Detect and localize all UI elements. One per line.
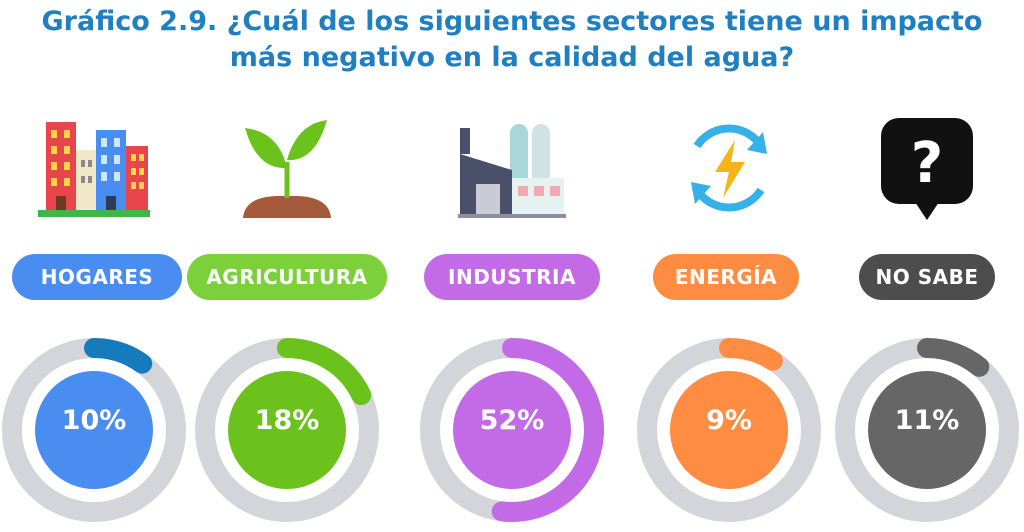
donut-center: [868, 371, 986, 489]
chart-title-line1: Gráfico 2.9. ¿Cuál de los siguientes sec…: [41, 6, 983, 37]
arc-agricultura: [277, 338, 372, 406]
value-agricultura: 18%: [254, 405, 320, 436]
arc-industria: [491, 338, 604, 522]
label-agricultura: AGRICULTURA: [187, 254, 387, 300]
value-energia: 9%: [706, 405, 752, 436]
sector-hogares: HOGARES 10%: [0, 0, 194, 532]
label-industria: INDUSTRIA: [424, 254, 600, 300]
donut-no-sabe: [835, 338, 1019, 522]
sector-agricultura: AGRICULTURA 18%: [187, 0, 387, 532]
donut-agricultura: [195, 338, 379, 522]
donut-center: [453, 371, 571, 489]
donut-energia: [637, 338, 821, 522]
svg-text:?: ?: [911, 131, 943, 196]
donut-hogares: [2, 338, 186, 522]
donut-industria: [420, 338, 604, 522]
factory-icon: [458, 124, 566, 218]
question-bubble-icon: ?: [881, 118, 973, 220]
label-no-sabe: NO SABE: [859, 254, 995, 300]
value-industria: 52%: [479, 405, 545, 436]
label-hogares: HOGARES: [12, 254, 182, 300]
arc-no-sabe: [917, 338, 990, 377]
sector-energia: ENERGÍA 9%: [629, 0, 829, 532]
sector-no-sabe: ? NO SABE 11%: [827, 0, 1024, 532]
chart-title: Gráfico 2.9. ¿Cuál de los siguientes sec…: [0, 4, 1024, 76]
energy-cycle-icon: [691, 124, 767, 212]
arc-energia: [719, 338, 783, 371]
chart-title-line2: más negativo en la calidad del agua?: [229, 42, 795, 73]
label-energia: ENERGÍA: [653, 254, 799, 300]
donut-center: [670, 371, 788, 489]
buildings-icon: [38, 122, 150, 217]
plant-sprout-icon: [243, 120, 331, 218]
arc-hogares: [84, 338, 153, 374]
value-hogares: 10%: [61, 405, 127, 436]
sector-industria: INDUSTRIA 52%: [412, 0, 612, 532]
value-no-sabe: 11%: [894, 405, 960, 436]
donut-center: [228, 371, 346, 489]
donut-center: [35, 371, 153, 489]
